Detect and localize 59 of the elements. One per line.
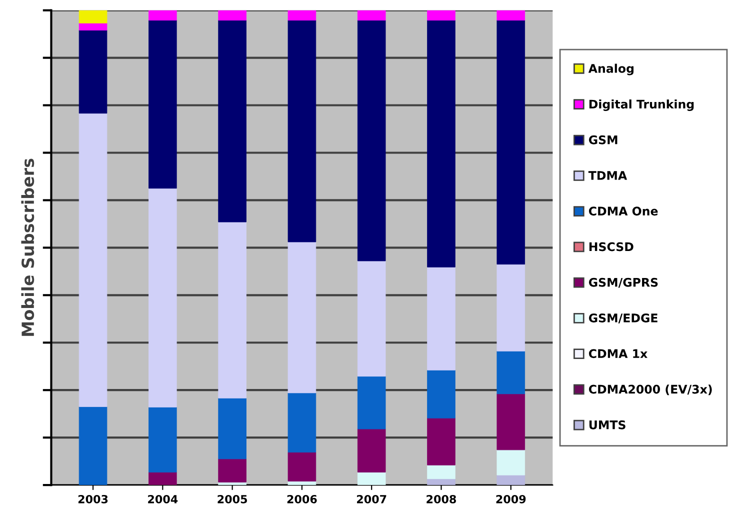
bar [357, 376, 386, 430]
legend-label: HSCSD [589, 242, 634, 252]
bar [148, 188, 177, 408]
x-tick-label: 2003 [78, 494, 108, 504]
bar [218, 20, 246, 222]
bar [148, 10, 177, 20]
bar [496, 20, 526, 265]
bar [427, 10, 456, 20]
x-tick-label: 2004 [148, 494, 178, 504]
bar [496, 394, 526, 450]
bar [427, 418, 456, 466]
legend-label: CDMA One [588, 206, 658, 216]
bar [218, 458, 246, 482]
bar [78, 30, 108, 114]
legend-label: TDMA [588, 171, 628, 180]
bar [288, 242, 316, 394]
bar [427, 370, 456, 418]
legend-label: Digital Trunking [589, 99, 694, 111]
bar [288, 20, 316, 242]
bar [78, 10, 108, 24]
x-tick-label: 2008 [426, 494, 456, 504]
legend-label: Analog [588, 64, 634, 76]
x-tick-label: 2007 [357, 494, 386, 504]
legend-label: CDMA 1x [588, 349, 648, 358]
bar [148, 406, 177, 472]
bar [427, 266, 456, 370]
bar [427, 20, 456, 268]
x-tick-label: 2006 [287, 494, 317, 504]
legend-label: UMTS [589, 420, 626, 430]
bar [357, 260, 386, 377]
bar [357, 472, 386, 486]
bar [148, 472, 177, 486]
bar [218, 222, 246, 398]
x-tick-label: 2005 [218, 494, 247, 504]
bar [496, 10, 526, 20]
bar [218, 10, 246, 20]
bar [496, 350, 526, 394]
bar [496, 474, 526, 486]
bar [288, 392, 316, 452]
bar [148, 20, 177, 189]
legend-label: GSM/GPRS [588, 278, 658, 288]
bar [357, 10, 386, 20]
legend-label: GSM [588, 135, 618, 144]
bar [357, 20, 386, 262]
bar [427, 478, 456, 486]
bar [496, 450, 526, 476]
bar [218, 398, 246, 460]
bar [288, 452, 316, 482]
legend-label: GSM/EDGE [588, 314, 658, 324]
y-axis-title: Mobile Subscribers [21, 158, 34, 336]
bar [288, 10, 316, 20]
bar [78, 113, 108, 407]
bar [357, 428, 386, 472]
x-tick-label: 2009 [496, 494, 526, 504]
bar [78, 406, 108, 486]
legend-label: CDMA2000 (EV/3x) [588, 384, 712, 396]
bar [78, 22, 108, 30]
bar [427, 464, 456, 480]
bar [496, 264, 526, 352]
